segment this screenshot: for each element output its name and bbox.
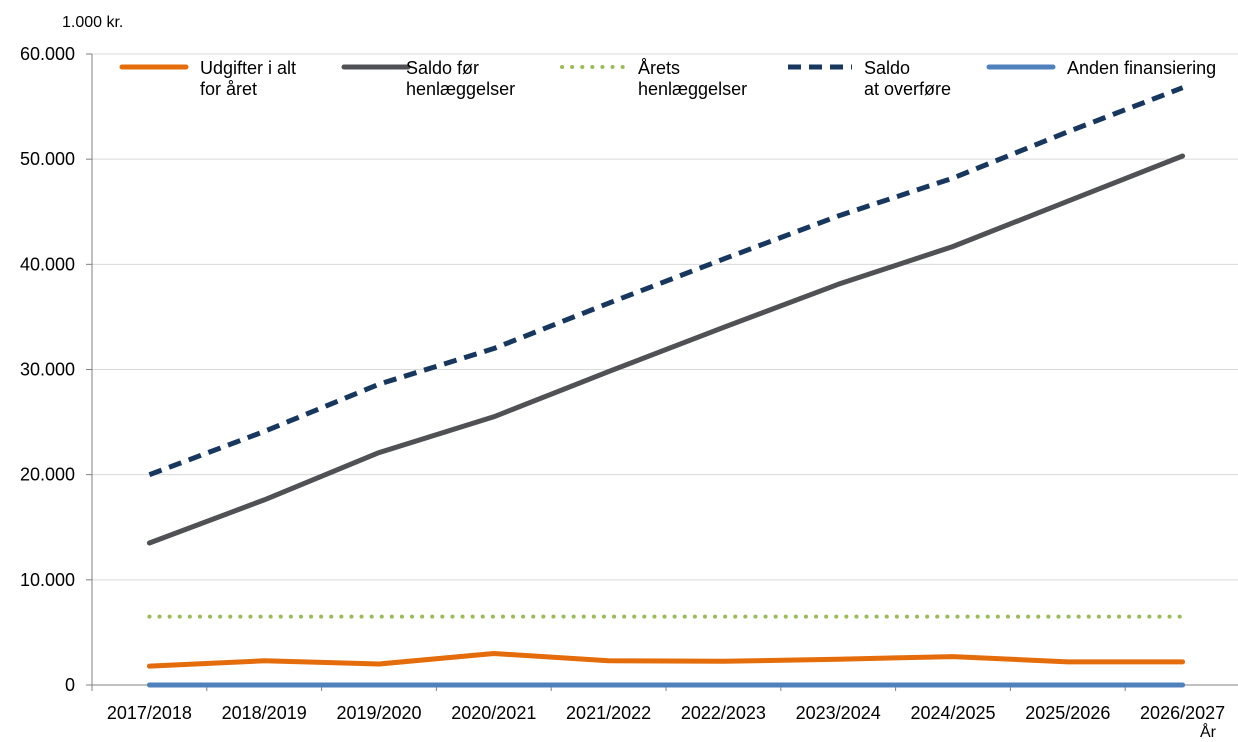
x-tick-label: 2018/2019 (222, 703, 307, 723)
y-tick-label: 20.000 (20, 465, 75, 485)
series-line-4 (148, 85, 1184, 478)
legend-label-4: Saldo (864, 58, 910, 78)
y-tick-label: 0 (65, 675, 75, 695)
series-line-1 (146, 651, 1186, 669)
legend-label-1: Udgifter i alt (200, 58, 296, 78)
y-tick-label: 30.000 (20, 360, 75, 380)
legend-label-3: Årets (638, 58, 680, 78)
x-tick-label: 2023/2024 (796, 703, 881, 723)
y-unit-label: 1.000 kr. (62, 14, 123, 31)
x-tick-label: 2024/2025 (910, 703, 995, 723)
legend-label-2: henlæggelser (406, 79, 515, 99)
legend-label-4: at overføre (864, 79, 951, 99)
x-tick-label: 2021/2022 (566, 703, 651, 723)
x-tick-label: 2017/2018 (107, 703, 192, 723)
x-tick-label: 2025/2026 (1025, 703, 1110, 723)
legend-label-1: for året (200, 79, 257, 99)
y-tick-label: 50.000 (20, 149, 75, 169)
y-axis: 0 10.000 20.000 30.000 40.000 50.000 60.000 (20, 44, 93, 695)
x-tick-label: 2019/2020 (336, 703, 421, 723)
legend-label-3: henlæggelser (638, 79, 747, 99)
x-tick-label: 2022/2023 (681, 703, 766, 723)
legend-label-2: Saldo før (406, 58, 479, 78)
x-axis-title: År (1200, 722, 1217, 741)
legend-label-5: Anden finansiering (1067, 58, 1216, 78)
series-line-2 (146, 153, 1186, 546)
gridlines (92, 53, 1238, 581)
x-tick-label: 2020/2021 (451, 703, 536, 723)
y-tick-label: 60.000 (20, 44, 75, 64)
x-axis: 2017/2018 2018/2019 2019/2020 2020/2021 2021… (91, 684, 1238, 723)
x-tick-label: 2026/2027 (1140, 703, 1225, 723)
y-tick-label: 10.000 (20, 570, 75, 590)
y-tick-label: 40.000 (20, 254, 75, 274)
series-lines (146, 85, 1186, 688)
